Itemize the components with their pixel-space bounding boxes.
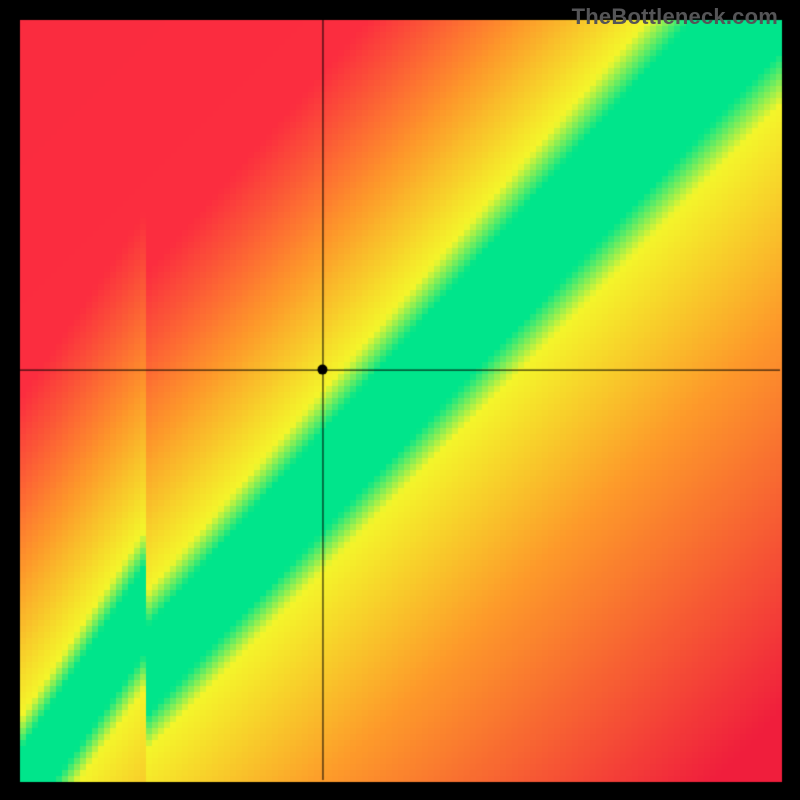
watermark-text: TheBottleneck.com xyxy=(572,4,778,30)
chart-container: { "watermark": { "text": "TheBottleneck.… xyxy=(0,0,800,800)
bottleneck-heatmap xyxy=(0,0,800,800)
